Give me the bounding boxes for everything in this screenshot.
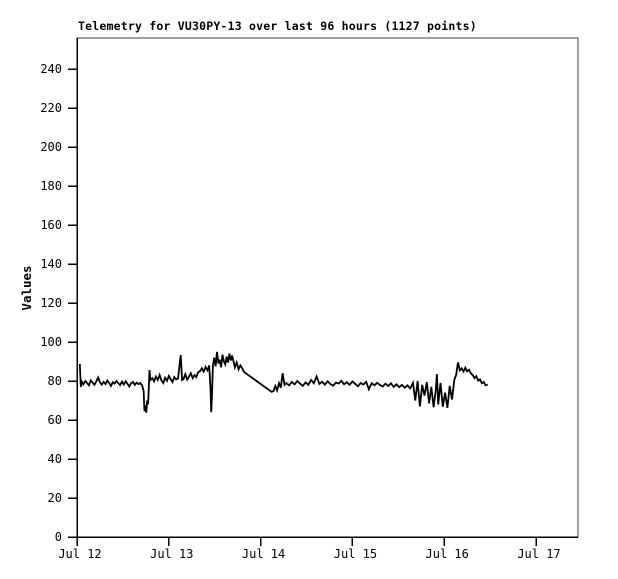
y-axis-label: Values	[19, 265, 34, 310]
y-tick-label: 220	[40, 101, 62, 115]
y-tick-label: 160	[40, 218, 62, 232]
x-tick-label: Jul 17	[517, 547, 560, 561]
y-tick-label: 20	[48, 491, 62, 505]
y-tick-label: 200	[40, 140, 62, 154]
x-tick-label: Jul 15	[334, 547, 377, 561]
chart-title: Telemetry for VU30PY-13 over last 96 hou…	[78, 19, 477, 33]
x-tick-label: Jul 12	[58, 547, 101, 561]
y-tick-label: 100	[40, 335, 62, 349]
y-tick-label: 80	[48, 374, 62, 388]
y-tick-label: 240	[40, 62, 62, 76]
y-tick-label: 120	[40, 296, 62, 310]
x-tick-label: Jul 13	[150, 547, 193, 561]
telemetry-data-line	[78, 351, 489, 413]
y-tick-label: 140	[40, 257, 62, 271]
y-tick-label: 40	[48, 452, 62, 466]
x-tick-label: Jul 16	[426, 547, 469, 561]
y-tick-label: 180	[40, 179, 62, 193]
y-tick-label: 60	[48, 413, 62, 427]
axis-lines	[76, 38, 578, 538]
x-tick-label: Jul 14	[242, 547, 285, 561]
y-tick-label: 0	[55, 530, 62, 544]
axis-ticks: 0 20 40 60 80 100 120 140 160 180 200 220 240 Jul 12 J…	[40, 62, 560, 561]
